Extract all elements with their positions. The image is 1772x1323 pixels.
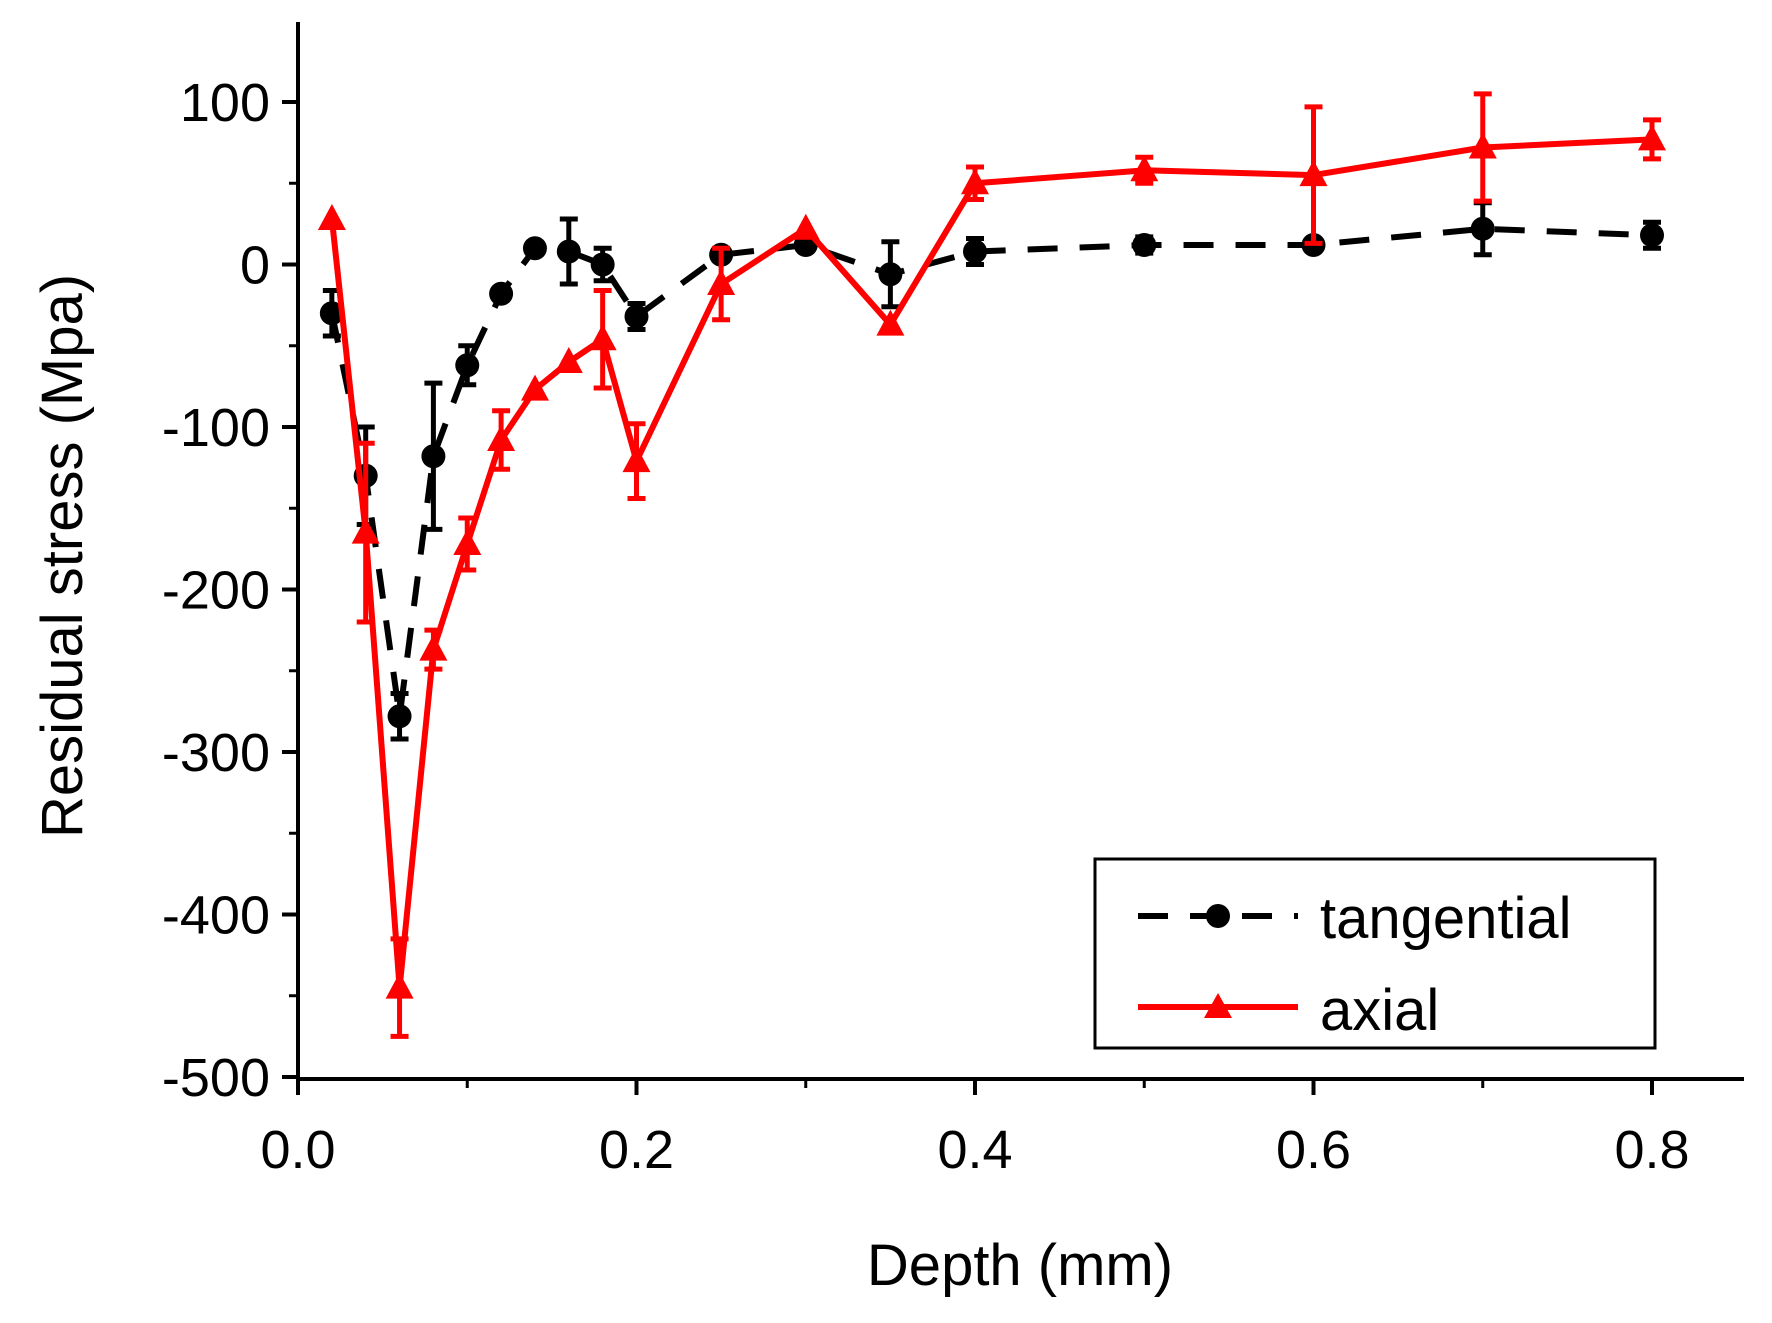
x-tick-label: 0.6 (1276, 1120, 1351, 1180)
data-point-axial (351, 517, 380, 544)
data-point-axial (1130, 155, 1159, 182)
legend-marker-tangential (1206, 904, 1230, 928)
data-point-axial (1638, 124, 1666, 151)
y-tick-label: -100 (162, 398, 270, 458)
data-point-axial (385, 972, 414, 999)
data-point-tangential (319, 301, 344, 326)
y-tick-label: 0 (240, 236, 270, 296)
axis-ticks: 0.0 0.2 0.4 0.6 0.8 -500 -400 -300 -200 -100 0 100 (162, 73, 1690, 1180)
data-point-axial (707, 269, 736, 295)
x-tick-label: 0.8 (1614, 1120, 1689, 1180)
data-point-tangential (455, 353, 480, 378)
data-point-tangential (878, 262, 903, 287)
y-tick-label: -200 (162, 561, 270, 621)
data-point-axial (453, 529, 482, 555)
data-point-tangential (421, 444, 446, 469)
data-point-tangential (489, 281, 514, 306)
legend-box (1093, 857, 1657, 1050)
plot-area (317, 91, 1666, 1039)
data-point-tangential (1640, 223, 1664, 248)
series-line-tangential (328, 225, 1653, 720)
x-tick-label: 0.0 (260, 1120, 335, 1180)
data-point-axial (487, 425, 516, 451)
data-point-tangential (522, 236, 547, 261)
data-point-tangential (387, 704, 412, 729)
x-tick-label: 0.4 (937, 1120, 1012, 1180)
data-point-tangential (1132, 233, 1157, 257)
legend: tangential axial (1093, 857, 1657, 1050)
data-point-tangential (624, 304, 649, 329)
y-tick-label: 100 (180, 73, 270, 133)
data-point-axial (622, 446, 651, 473)
x-axis-title: Depth (mm) (867, 1233, 1173, 1298)
legend-marker-axial (1204, 993, 1232, 1018)
data-point-axial (1299, 160, 1328, 187)
data-point-axial (588, 324, 617, 351)
series-axial (317, 91, 1666, 1039)
y-tick-label: -500 (162, 1048, 270, 1108)
y-axis-title: Residual stress (Mpa) (30, 274, 95, 838)
data-point-axial (554, 347, 583, 373)
data-point-tangential (590, 252, 615, 277)
y-tick-label: -400 (162, 886, 270, 946)
data-point-axial (1468, 132, 1497, 159)
series-line-axial (328, 136, 1653, 991)
data-point-axial (521, 374, 549, 401)
data-point-axial (791, 213, 820, 240)
data-point-tangential (1470, 216, 1495, 241)
data-point-axial (876, 309, 905, 336)
data-point-axial (419, 634, 448, 661)
data-point-tangential (963, 239, 987, 264)
data-point-axial (317, 204, 346, 230)
legend-label-axial: axial (1320, 978, 1439, 1043)
data-point-tangential (556, 239, 581, 264)
data-point-axial (961, 168, 989, 195)
x-tick-label: 0.2 (599, 1120, 674, 1180)
y-tick-label: -300 (162, 723, 270, 783)
legend-label-tangential: tangential (1320, 886, 1572, 951)
